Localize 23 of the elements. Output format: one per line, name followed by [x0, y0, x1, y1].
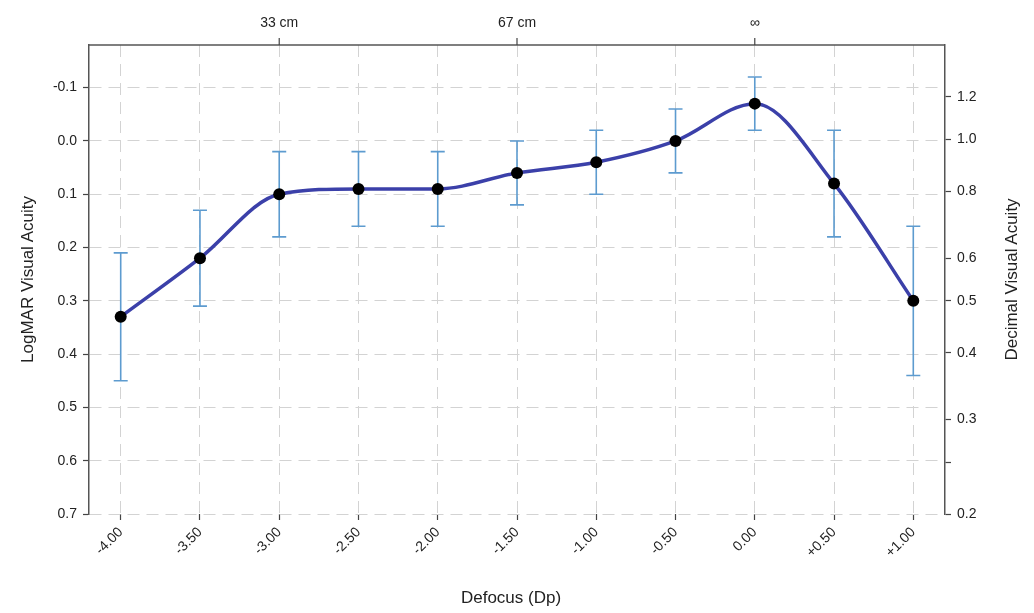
y2-tick-label: 0.4 [957, 343, 977, 360]
y2-tick-label: 0.3 [957, 410, 977, 427]
y-tick-label: 0.2 [57, 238, 78, 255]
y-axis-title: LogMAR Visual Acuity [17, 195, 37, 363]
annotation: 33 cm [260, 13, 299, 30]
y-tick-label: 0.1 [57, 185, 78, 202]
y2-tick-label: 0.8 [957, 182, 977, 199]
y-tick-label: 0.4 [57, 344, 78, 361]
y2-axis-title: Decimal Visual Acuity [1001, 197, 1021, 361]
y2-tick-label: 1.0 [957, 130, 977, 147]
y-tick-label: -0.1 [52, 78, 78, 95]
y-tick-label: 0.5 [57, 398, 78, 415]
y-tick-label: 0.0 [57, 131, 78, 148]
annotation: ∞ [749, 13, 760, 30]
y-tick-label: 0.3 [57, 291, 78, 308]
y-tick-label: 0.6 [57, 451, 78, 468]
y2-tick-label: 1.2 [957, 87, 977, 104]
annotation: 67 cm [497, 13, 537, 30]
y2-tick-label: 0.6 [957, 249, 977, 266]
x-axis-title: Defocus (Dp) [460, 587, 562, 607]
y-tick-label: 0.7 [57, 504, 78, 521]
y2-tick-label: 0.2 [957, 504, 977, 521]
y2-tick-label: 0.5 [957, 291, 977, 308]
